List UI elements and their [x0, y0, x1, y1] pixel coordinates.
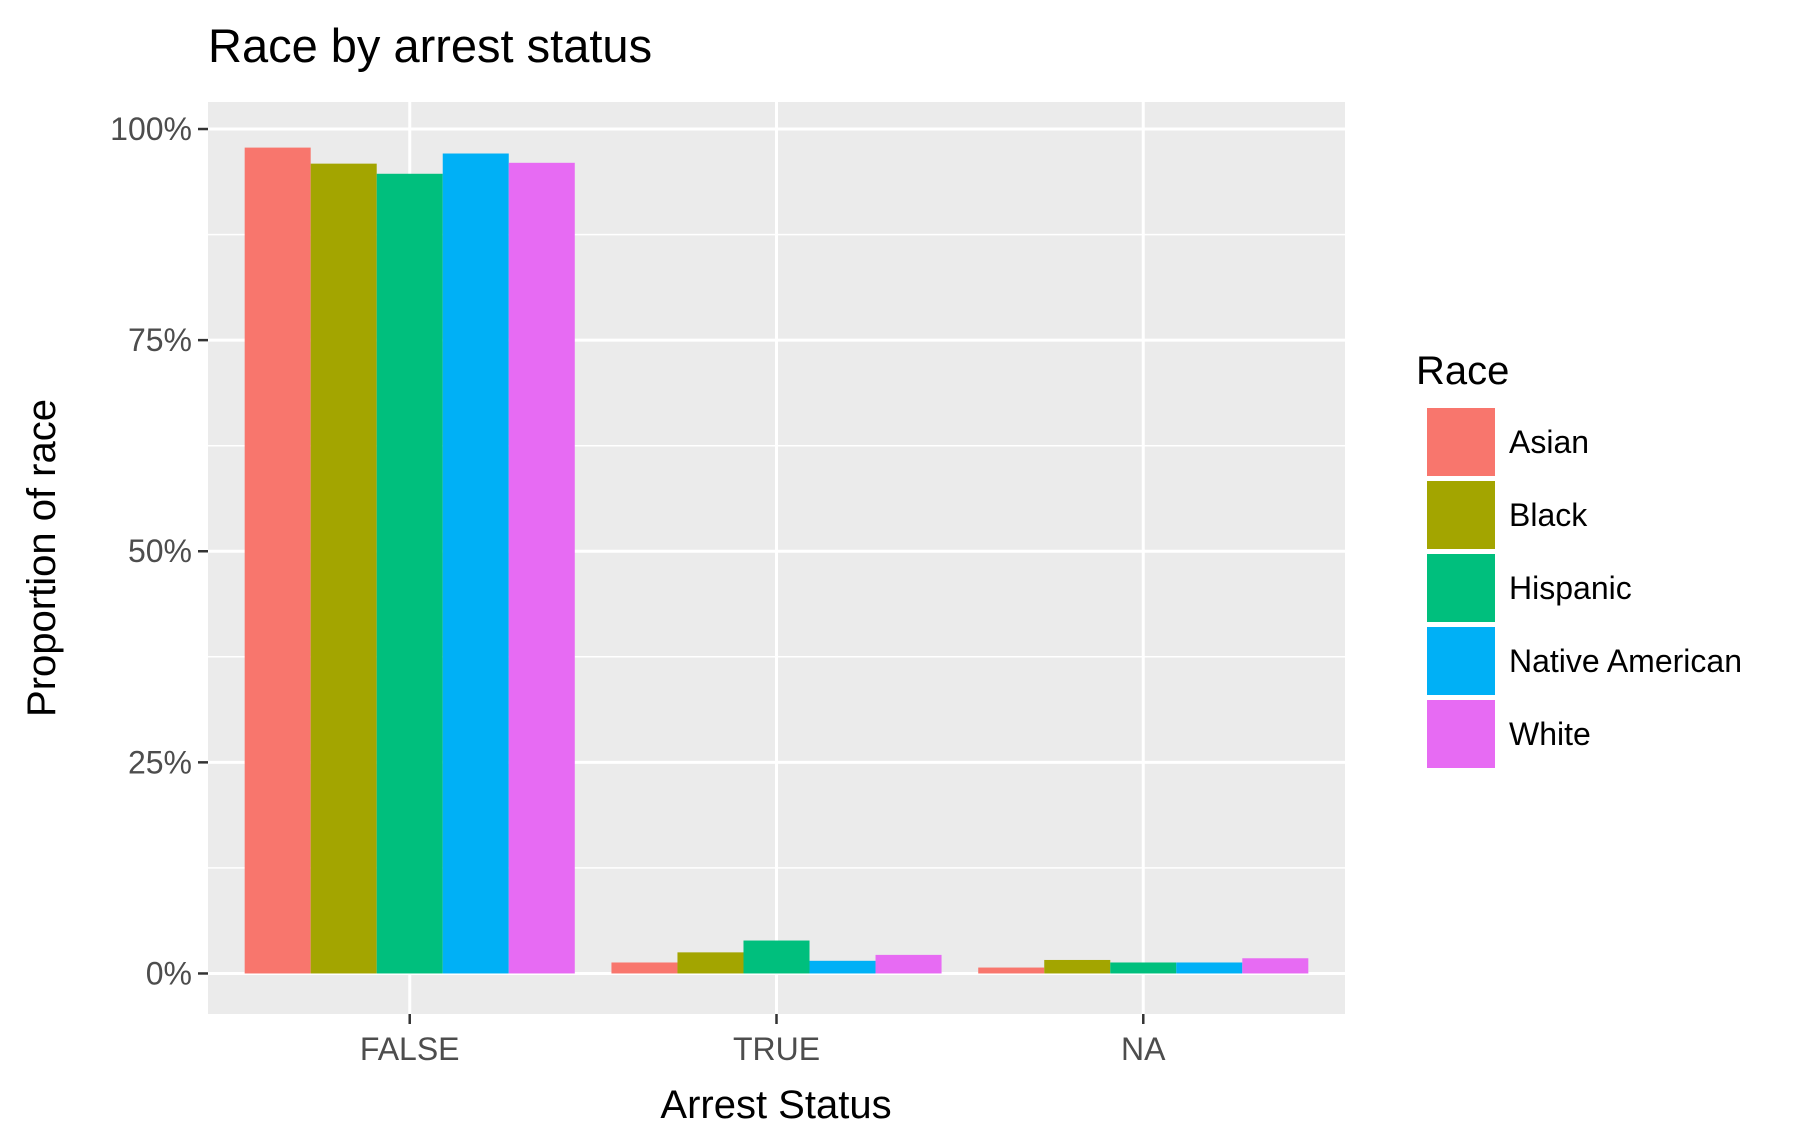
y-tick-label: 0%: [146, 955, 192, 991]
bar-false-black: [310, 163, 377, 974]
legend-label: Black: [1509, 497, 1588, 533]
legend-label: Native American: [1509, 643, 1742, 679]
bar-true-white: [875, 954, 942, 974]
bar-true-native-american: [809, 960, 876, 974]
bar-false-white: [508, 162, 575, 974]
y-tick-label: 100%: [110, 111, 192, 147]
bar-true-black: [677, 952, 744, 974]
x-tick-label: NA: [1121, 1031, 1166, 1067]
x-tick-label: TRUE: [733, 1031, 820, 1067]
legend-title: Race: [1416, 349, 1509, 393]
legend-key-white: [1427, 700, 1495, 768]
legend-key-asian: [1427, 408, 1495, 476]
x-tick-label: FALSE: [360, 1031, 460, 1067]
y-tick-label: 25%: [128, 744, 192, 780]
y-tick-label: 50%: [128, 533, 192, 569]
bar-false-native-american: [442, 153, 509, 974]
bar-na-native-american: [1176, 962, 1243, 974]
x-axis-title: Arrest Status: [660, 1083, 891, 1127]
legend-key-native-american: [1427, 627, 1495, 695]
legend-key-black: [1427, 481, 1495, 549]
legend-label: White: [1509, 716, 1591, 752]
bar-false-asian: [244, 147, 311, 974]
legend-label: Hispanic: [1509, 570, 1632, 606]
legend-key-hispanic: [1427, 554, 1495, 622]
bar-na-asian: [978, 967, 1045, 974]
bar-false-hispanic: [376, 173, 443, 974]
bar-na-white: [1242, 958, 1309, 974]
chart-title: Race by arrest status: [208, 19, 652, 72]
bar-true-hispanic: [743, 940, 810, 974]
y-tick-label: 75%: [128, 322, 192, 358]
bar-true-asian: [611, 962, 678, 974]
bar-na-hispanic: [1110, 962, 1177, 974]
legend-label: Asian: [1509, 424, 1589, 460]
bar-na-black: [1044, 959, 1111, 974]
legend: Race Asian Black Hispanic Native American Wh…: [1416, 349, 1742, 768]
y-axis-title: Proportion of race: [20, 399, 64, 717]
